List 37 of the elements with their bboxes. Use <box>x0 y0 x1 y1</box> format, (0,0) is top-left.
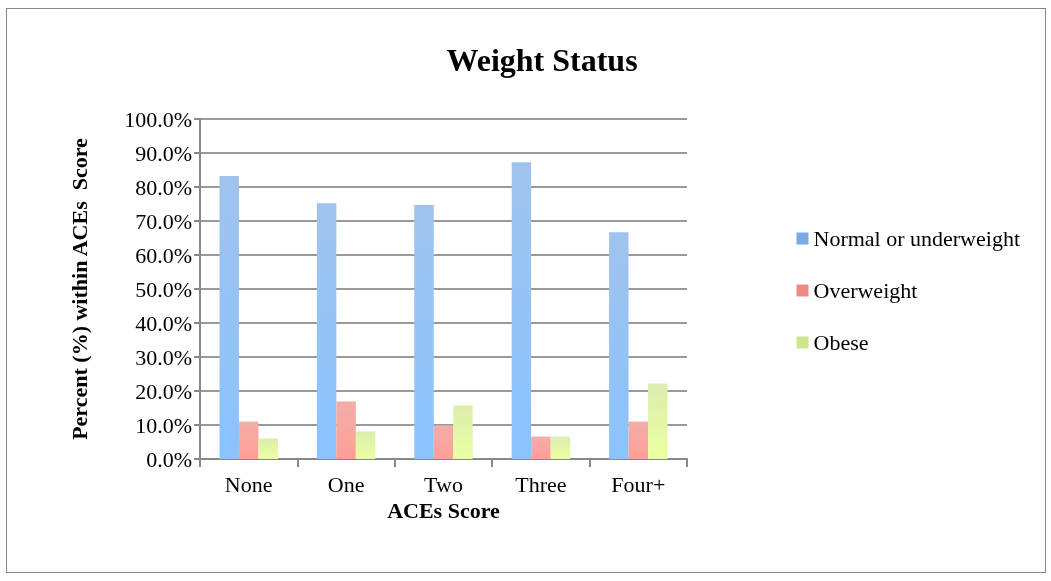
bar <box>433 425 454 459</box>
bar <box>316 203 337 459</box>
x-tick-label: Two <box>424 471 463 497</box>
legend-label: Normal or underweight <box>813 226 1020 251</box>
y-tick-label: 70.0% <box>135 208 192 234</box>
y-axis-title: Percent (%) within ACEs Score <box>66 137 92 440</box>
bar <box>414 205 434 459</box>
x-tick-label: None <box>224 471 273 497</box>
chart-title: Weight Status <box>446 42 638 78</box>
bar <box>531 436 551 459</box>
y-tick-label: 40.0% <box>135 310 192 336</box>
bar <box>238 421 259 459</box>
y-tick-label: 10.0% <box>135 412 192 438</box>
y-tick-label: 80.0% <box>135 174 192 200</box>
x-tick-label: One <box>327 471 365 497</box>
bar <box>336 401 356 459</box>
bar <box>628 421 649 459</box>
bar <box>355 431 376 459</box>
y-tick-label: 90.0% <box>135 140 192 166</box>
y-tick-label: 30.0% <box>135 344 192 370</box>
y-tick-label: 0.0% <box>146 446 192 472</box>
bar <box>648 383 668 459</box>
legend-label: Overweight <box>813 278 918 303</box>
y-tick-label: 50.0% <box>135 276 192 302</box>
y-tick-label: 20.0% <box>135 378 192 404</box>
bar <box>550 436 571 459</box>
y-tick-label: 100.0% <box>124 106 192 132</box>
bar <box>219 176 239 459</box>
bar <box>258 438 278 459</box>
bar <box>453 405 473 459</box>
x-tick-label: Four+ <box>611 471 666 497</box>
y-tick-label: 60.0% <box>135 242 192 268</box>
x-tick-label: Three <box>515 471 567 497</box>
x-axis-title: ACEs Score <box>387 498 501 524</box>
bar <box>609 232 629 459</box>
bar <box>511 162 532 459</box>
legend-label: Obese <box>813 330 869 355</box>
